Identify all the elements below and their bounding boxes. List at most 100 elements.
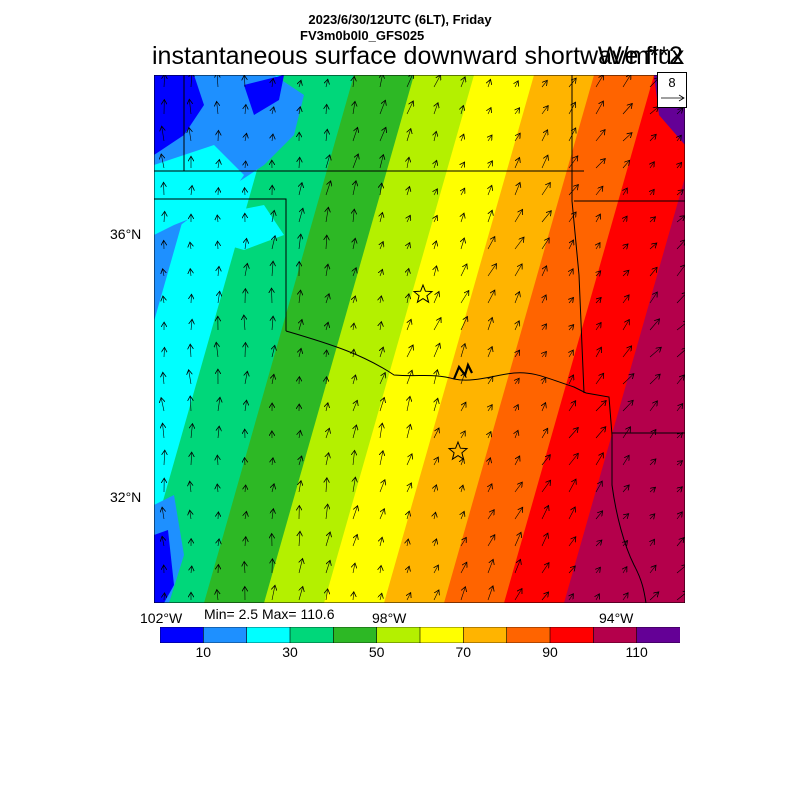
wind-vector — [515, 321, 519, 331]
wind-vector — [407, 511, 409, 520]
wind-vector — [623, 244, 628, 249]
wind-vector — [407, 129, 411, 142]
wind-vector — [487, 559, 493, 574]
wind-vector — [191, 75, 192, 88]
wind-vector — [272, 374, 274, 385]
wind-vector — [353, 76, 354, 88]
wind-vector — [326, 589, 328, 601]
wind-vector — [189, 370, 191, 385]
wind-vector — [272, 484, 274, 493]
star-marker-oklahoma-city — [412, 283, 434, 304]
wind-vector — [245, 511, 247, 520]
colorbar-tick-label: 30 — [282, 644, 298, 660]
wind-vector — [272, 288, 273, 304]
wind-vector — [326, 129, 327, 142]
wind-vector — [191, 566, 192, 574]
wind-vector — [353, 375, 356, 385]
wind-vector — [515, 405, 518, 412]
wind-vector — [272, 79, 273, 88]
wind-vector — [352, 154, 358, 169]
wind-vector — [434, 539, 437, 547]
wind-vector — [461, 431, 465, 439]
wind-vector — [542, 324, 547, 331]
wind-vector — [569, 269, 573, 277]
wind-vector — [380, 451, 383, 466]
wind-vector — [379, 480, 385, 493]
wind-vector — [622, 400, 633, 412]
wind-vector — [433, 292, 439, 304]
colorbar — [160, 627, 680, 643]
wind-vector — [622, 485, 629, 493]
wind-vector — [406, 454, 412, 466]
wind-vector — [299, 320, 302, 331]
colorbar-swatch — [463, 627, 508, 643]
wind-vector — [487, 318, 492, 331]
wind-vector — [272, 261, 273, 277]
wind-vector — [353, 477, 355, 493]
wind-vector — [488, 347, 492, 358]
wind-vector — [623, 567, 627, 574]
wind-vector — [650, 189, 654, 195]
wind-vector — [380, 566, 381, 574]
wind-vector — [434, 241, 436, 250]
wind-vector — [218, 266, 219, 277]
wind-vector — [488, 161, 492, 169]
wind-vector — [568, 156, 578, 169]
star-marker-dallas — [447, 440, 469, 461]
wind-vector — [595, 159, 605, 169]
lat-label-32n: 32°N — [110, 489, 142, 505]
wind-vector — [488, 432, 491, 439]
wind-vector — [245, 458, 246, 466]
oklahoma-panhandle-border — [154, 198, 287, 331]
wind-vector — [189, 99, 191, 115]
wind-vector — [596, 214, 600, 223]
wind-vector — [488, 135, 492, 142]
wind-vector — [568, 566, 575, 574]
wind-vector — [380, 347, 383, 358]
wind-vector — [568, 453, 578, 466]
wind-vector — [676, 292, 685, 304]
wind-vector — [245, 188, 246, 196]
wind-vector — [326, 235, 327, 250]
wind-vector — [676, 348, 685, 358]
wind-vector — [460, 537, 466, 547]
colorbar-swatch — [203, 627, 248, 643]
wind-vector — [541, 455, 550, 466]
wind-vector — [164, 182, 165, 196]
wind-vector — [191, 319, 192, 331]
wind-vector — [488, 376, 493, 385]
wind-vector — [380, 509, 384, 520]
wind-vector — [569, 350, 573, 358]
wind-vector — [514, 482, 522, 493]
wind-vector — [353, 209, 354, 223]
wind-vector — [434, 266, 437, 277]
wind-vector — [299, 80, 301, 88]
wind-vector — [677, 135, 681, 142]
wind-vector — [541, 183, 550, 196]
wind-vector — [272, 509, 273, 520]
wind-vector — [325, 532, 330, 547]
wind-vector — [541, 563, 549, 574]
wind-vector — [676, 538, 684, 547]
wind-vector — [460, 562, 467, 574]
wind-vector — [164, 450, 165, 466]
wind-vector — [299, 157, 300, 169]
wind-vector — [542, 377, 546, 385]
colorbar-tick-label: 90 — [542, 644, 558, 660]
wind-vector — [541, 130, 548, 142]
wind-vector — [407, 593, 411, 601]
wind-vector — [245, 263, 247, 277]
wind-vector — [434, 370, 438, 385]
wind-vector — [649, 107, 659, 115]
wind-vector — [379, 127, 386, 142]
wind-vector — [244, 562, 245, 574]
wind-vector — [622, 133, 632, 142]
wind-vector — [595, 323, 601, 331]
colorbar-tick-label: 110 — [625, 644, 648, 660]
wind-vector — [649, 292, 657, 304]
wind-vector — [353, 268, 356, 277]
wind-vector — [568, 428, 578, 439]
wind-vector — [217, 455, 218, 466]
wind-vector — [380, 242, 383, 250]
wind-vector — [514, 209, 523, 223]
